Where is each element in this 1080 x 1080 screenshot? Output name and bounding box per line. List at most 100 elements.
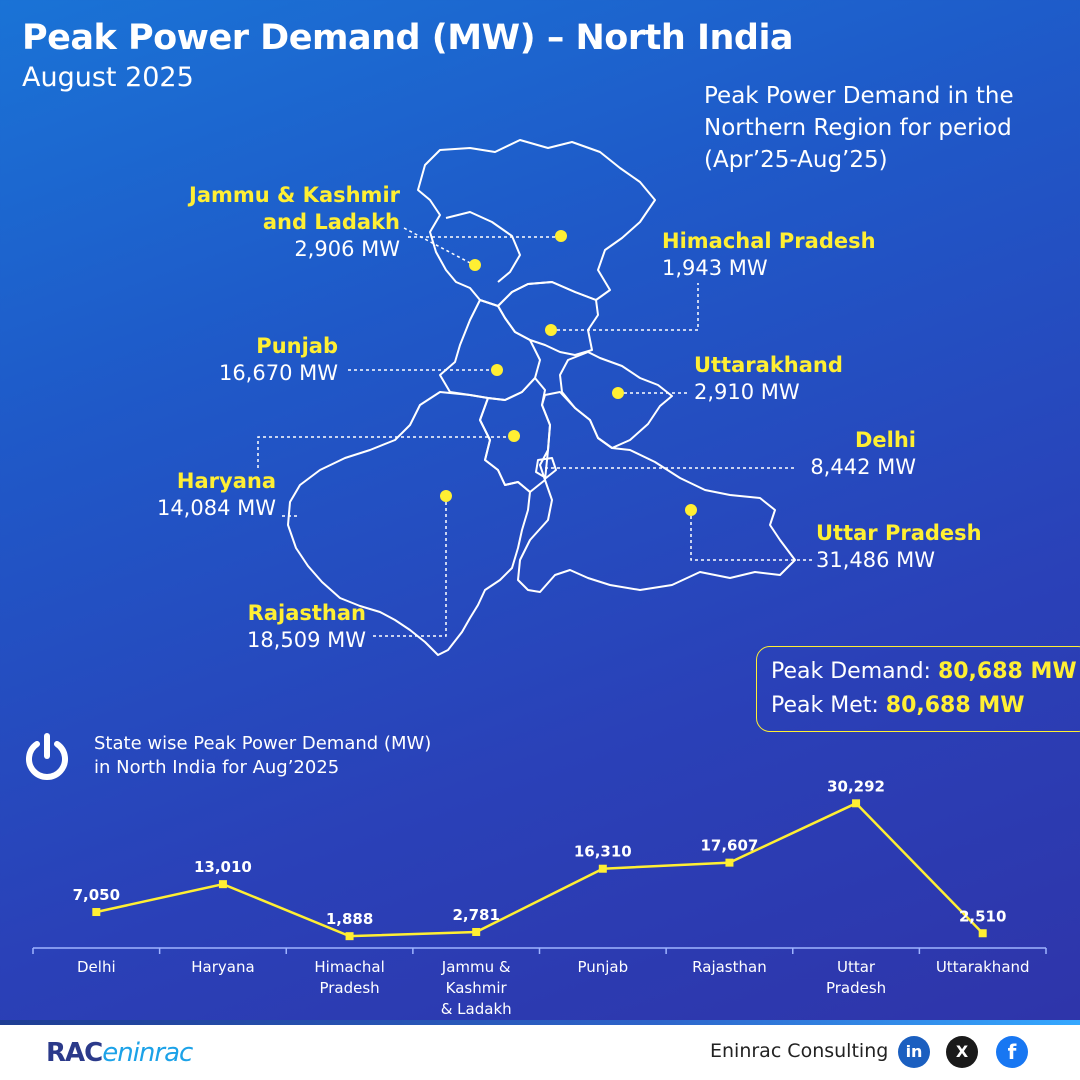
map-label-value: 2,906 MW: [294, 237, 400, 261]
dot-himachal-pradesh: [545, 324, 557, 336]
x-tick-label: & Ladakh: [441, 1000, 512, 1018]
x-tick-label: Pradesh: [826, 979, 886, 997]
dot-uttarakhand: [612, 387, 624, 399]
data-label: 1,888: [326, 910, 373, 928]
company-logo: RACeninrac: [46, 1038, 193, 1068]
data-label: 16,310: [574, 843, 632, 861]
data-label: 13,010: [194, 858, 252, 876]
map-label-value: 18,509 MW: [246, 628, 366, 652]
state-dots: [440, 230, 697, 516]
map-label-rajasthan: Rajasthan 18,509 MW: [200, 600, 366, 654]
x-tick-label: Uttar: [837, 958, 876, 976]
logo-brand: eninrac: [102, 1038, 193, 1068]
outline-uttar-pradesh: [517, 391, 796, 593]
x-tick-label: Jammu &: [441, 958, 511, 976]
data-point: [218, 880, 227, 889]
map-label-value: 14,084 MW: [156, 496, 276, 520]
x-tick-label: Himachal: [314, 958, 384, 976]
x-tick-label: Uttarakhand: [936, 958, 1030, 976]
outline-himachal-pradesh: [497, 281, 599, 356]
map-label-name: Rajasthan: [247, 601, 366, 625]
map-label-name: Himachal Pradesh: [662, 229, 876, 253]
dot-punjab: [491, 364, 503, 376]
north-india-map: [257, 139, 812, 656]
data-point: [472, 927, 481, 936]
map-label-delhi: Delhi 8,442 MW: [760, 427, 916, 481]
outline-rajasthan: [287, 391, 531, 656]
leader-lines: [257, 227, 812, 637]
map-label-name: Uttarakhand: [694, 353, 843, 377]
map-label-haryana: Haryana 14,084 MW: [120, 468, 276, 522]
footer-divider: [0, 1020, 1080, 1025]
data-label: 2,510: [959, 907, 1006, 925]
period-line: (Apr’25-Aug’25): [704, 147, 888, 173]
leader-rajasthan: [370, 496, 447, 637]
period-note: Peak Power Demand in the Northern Region…: [704, 80, 1064, 176]
data-point: [852, 799, 861, 808]
map-label-value: 8,442 MW: [810, 455, 916, 479]
map-label-name: and Ladakh: [262, 210, 400, 234]
map-label-name: Delhi: [854, 428, 916, 452]
peak-met-line: Peak Met: 80,688 MW: [771, 689, 1080, 723]
outline-delhi: [535, 457, 557, 479]
map-label-jammu-kashmir: Jammu & Kashmir and Ladakh 2,906 MW: [180, 182, 400, 263]
x-tick-label: Haryana: [191, 958, 254, 976]
peak-demand-label: Peak Demand:: [771, 659, 938, 684]
data-label: 30,292: [827, 777, 885, 795]
peak-demand-value: 80,688 MW: [937, 659, 1077, 684]
data-label: 7,050: [73, 886, 120, 904]
outline-jammu-kashmir-ladakh: [417, 139, 656, 307]
map-label-name: Haryana: [176, 469, 276, 493]
page-subtitle: August 2025: [22, 62, 194, 93]
data-point: [345, 932, 354, 941]
peak-met-label: Peak Met:: [771, 693, 886, 718]
map-label-value: 1,943 MW: [662, 256, 768, 280]
logo-main: RAC: [46, 1038, 103, 1068]
data-point: [978, 929, 987, 938]
outline-jk-inner: [445, 211, 521, 283]
dot-rajasthan: [440, 490, 452, 502]
leader-himachal: [551, 283, 699, 331]
page-title: Peak Power Demand (MW) – North India: [22, 18, 794, 58]
map-outline: [287, 139, 796, 656]
x-tick-label: Punjab: [577, 958, 628, 976]
data-point: [598, 864, 607, 873]
map-label-name: Uttar Pradesh: [816, 521, 982, 545]
power-icon: [26, 733, 68, 780]
data-label: 17,607: [700, 837, 758, 855]
leader-uttar-pradesh: [690, 510, 812, 561]
period-line: Northern Region for period: [704, 115, 1012, 141]
dot-jammu-kashmir-ladakh: [555, 230, 567, 242]
map-label-value: 2,910 MW: [694, 380, 800, 404]
facebook-icon[interactable]: f: [996, 1036, 1028, 1068]
peak-met-value: 80,688 MW: [885, 693, 1025, 718]
map-label-name: Jammu & Kashmir: [189, 183, 400, 207]
chart-title-line: in North India for Aug’2025: [94, 757, 340, 778]
outline-punjab: [439, 299, 541, 401]
peak-summary-box: Peak Demand: 80,688 MW Peak Met: 80,688 …: [756, 646, 1080, 732]
dot-haryana: [508, 430, 520, 442]
x-icon[interactable]: X: [946, 1036, 978, 1068]
linkedin-icon[interactable]: in: [898, 1036, 930, 1068]
x-tick-label: Rajasthan: [692, 958, 767, 976]
map-label-uttar-pradesh: Uttar Pradesh 31,486 MW: [816, 520, 982, 574]
line-chart: 7,050 Delhi 13,010 Haryana 1,888 Himachal Prad…: [32, 777, 1047, 1018]
data-point: [725, 858, 734, 867]
map-label-value: 31,486 MW: [816, 548, 936, 572]
company-name: Eninrac Consulting: [710, 1040, 889, 1062]
leader-haryana: [257, 436, 514, 468]
data-point: [92, 908, 101, 917]
chart-title-line: State wise Peak Power Demand (MW): [94, 733, 432, 754]
x-tick-label: Pradesh: [319, 979, 379, 997]
map-label-name: Punjab: [256, 334, 338, 358]
map-label-uttarakhand: Uttarakhand 2,910 MW: [694, 352, 843, 406]
dot-uttar-pradesh: [685, 504, 697, 516]
x-tick-label: Kashmir: [446, 979, 508, 997]
outline-uttarakhand: [559, 351, 673, 449]
map-label-punjab: Punjab 16,670 MW: [180, 333, 338, 387]
map-label-himachal-pradesh: Himachal Pradesh 1,943 MW: [662, 228, 876, 282]
leader-jammu-kashmir: [403, 227, 475, 266]
x-tick-label: Delhi: [77, 958, 116, 976]
chart-title: State wise Peak Power Demand (MW) in Nor…: [94, 732, 431, 780]
peak-demand-line: Peak Demand: 80,688 MW: [771, 655, 1080, 689]
